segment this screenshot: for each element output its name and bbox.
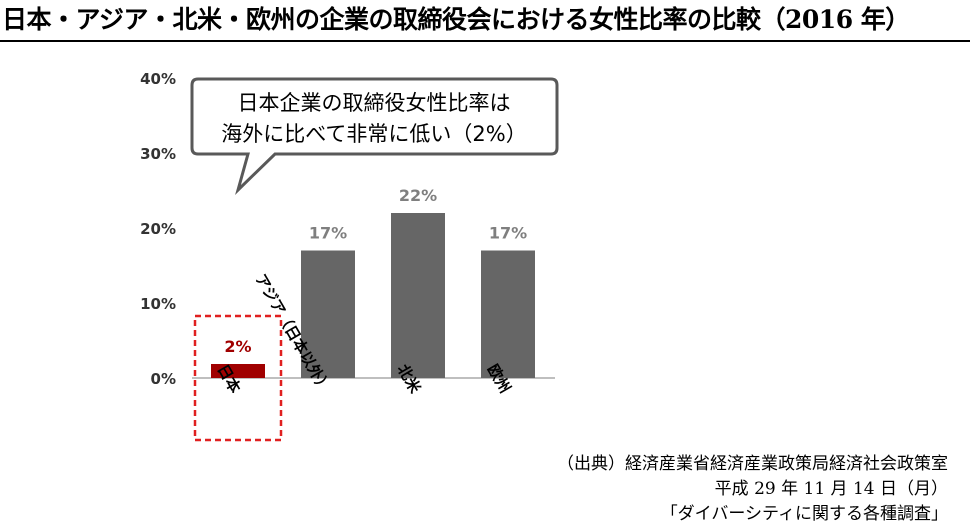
source-line-3: 「ダイバーシティに関する各種調査」: [660, 504, 948, 524]
callout-bubble: [190, 77, 559, 195]
title-underline: [0, 40, 970, 42]
bar: [211, 364, 265, 378]
y-tick-label: 40%: [140, 70, 176, 88]
y-tick-label: 20%: [140, 220, 176, 238]
bar-value-label: 17%: [489, 224, 527, 243]
bar: [481, 250, 535, 378]
y-tick-label: 10%: [140, 295, 176, 313]
source-line-1: （出典）経済産業省経済産業政策局経済社会政策室: [557, 454, 948, 474]
bar-value-label: 22%: [399, 186, 437, 205]
chart-title: 日本・アジア・北米・欧州の企業の取締役会における女性比率の比較（2016 年）: [2, 5, 910, 34]
callout-line-2: 海外に比べて非常に低い（2%）: [221, 122, 526, 146]
y-tick-label: 30%: [140, 145, 176, 163]
bar: [301, 250, 355, 378]
y-tick-label: 0%: [151, 370, 176, 388]
source-citation: （出典）経済産業省経済産業政策局経済社会政策室 平成 29 年 11 月 14 …: [428, 452, 948, 527]
bar-value-label: 17%: [309, 224, 347, 243]
bar-value-label: 2%: [224, 337, 251, 356]
bar: [391, 213, 445, 378]
callout: 日本企業の取締役女性比率は 海外に比べて非常に低い（2%）: [190, 77, 559, 195]
highlight-box: [193, 314, 283, 442]
callout-line-1: 日本企業の取締役女性比率は: [238, 91, 511, 115]
source-line-2: 平成 29 年 11 月 14 日（月）: [714, 479, 948, 499]
